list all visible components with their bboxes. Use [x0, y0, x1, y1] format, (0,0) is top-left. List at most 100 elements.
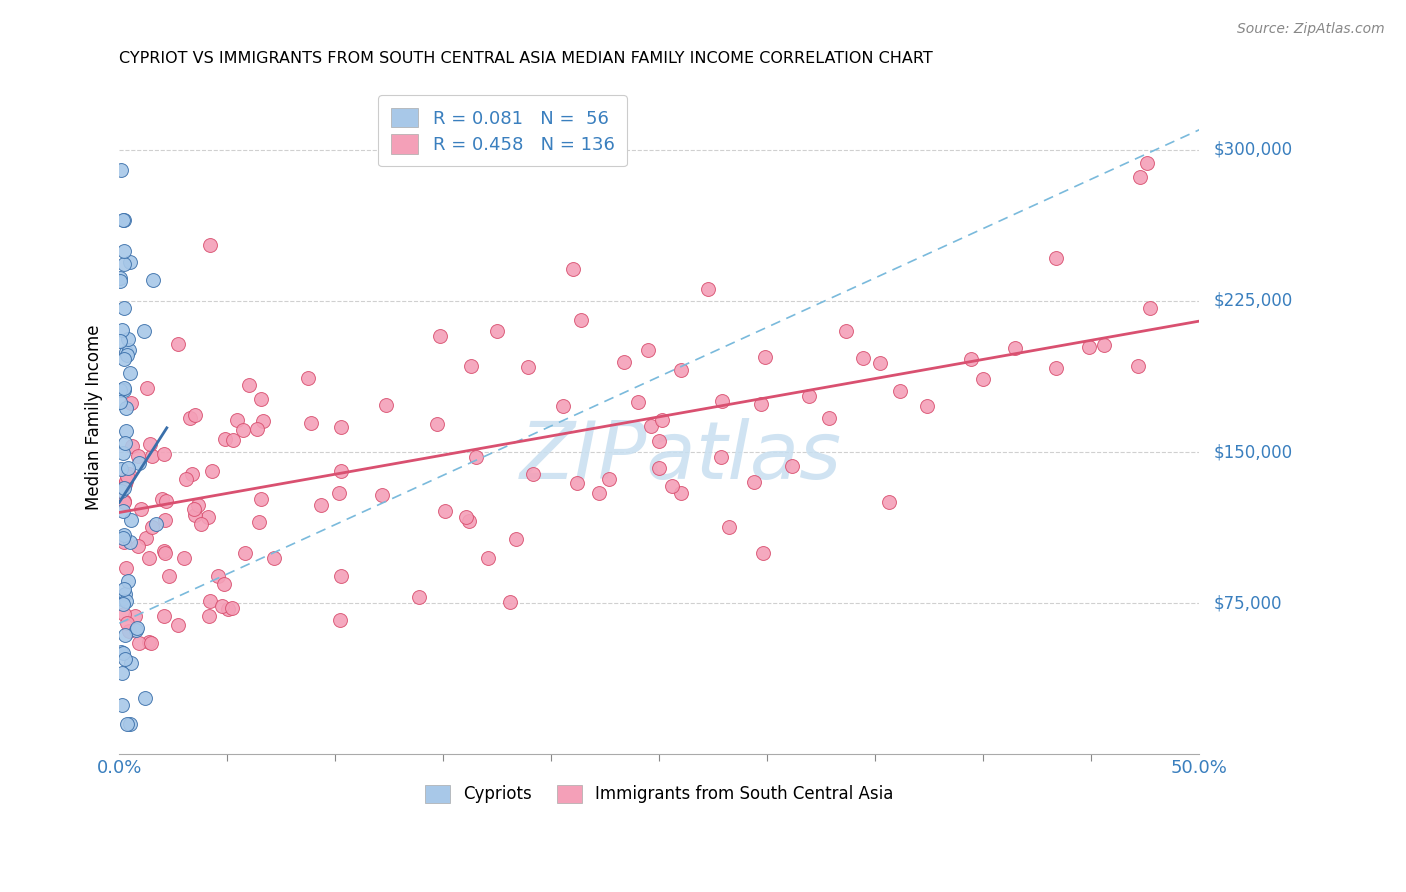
- Point: [263, 550, 285, 565]
- Point: [114, 651, 136, 665]
- Point: [114, 474, 136, 488]
- Point: [852, 351, 875, 366]
- Point: [120, 535, 142, 549]
- Point: [179, 411, 201, 425]
- Point: [114, 594, 136, 608]
- Point: [1045, 252, 1067, 266]
- Point: [112, 381, 135, 395]
- Point: [128, 636, 150, 650]
- Point: [110, 274, 132, 288]
- Point: [134, 324, 156, 338]
- Point: [408, 590, 430, 604]
- Point: [108, 271, 131, 285]
- Point: [640, 418, 662, 433]
- Point: [155, 546, 177, 560]
- Point: [110, 395, 132, 409]
- Point: [135, 381, 157, 395]
- Point: [477, 550, 499, 565]
- Point: [183, 501, 205, 516]
- Point: [167, 618, 190, 632]
- Point: [110, 462, 132, 476]
- Point: [117, 348, 139, 362]
- Point: [139, 437, 162, 451]
- Point: [651, 413, 673, 427]
- Point: [153, 608, 176, 623]
- Point: [1004, 341, 1026, 355]
- Point: [138, 635, 160, 649]
- Point: [1092, 338, 1115, 352]
- Point: [433, 504, 456, 518]
- Point: [114, 477, 136, 491]
- Point: [117, 717, 139, 731]
- Point: [112, 607, 135, 622]
- Point: [134, 690, 156, 705]
- Point: [118, 624, 141, 638]
- Point: [112, 495, 135, 509]
- Point: [311, 498, 333, 512]
- Point: [1135, 155, 1157, 169]
- Point: [114, 628, 136, 642]
- Point: [112, 301, 135, 315]
- Point: [426, 417, 449, 432]
- Point: [818, 411, 841, 425]
- Point: [754, 350, 776, 364]
- Point: [111, 531, 134, 545]
- Point: [669, 485, 692, 500]
- Point: [780, 458, 803, 473]
- Point: [1129, 169, 1152, 184]
- Point: [217, 601, 239, 615]
- Point: [889, 384, 911, 398]
- Point: [127, 539, 149, 553]
- Point: [117, 332, 139, 346]
- Point: [198, 608, 221, 623]
- Point: [799, 389, 821, 403]
- Point: [120, 396, 142, 410]
- Point: [117, 460, 139, 475]
- Point: [297, 371, 319, 385]
- Point: [648, 434, 671, 449]
- Point: [226, 413, 249, 427]
- Point: [330, 569, 353, 583]
- Point: [328, 485, 350, 500]
- Point: [186, 498, 208, 512]
- Point: [111, 592, 134, 607]
- Point: [184, 508, 207, 523]
- Point: [120, 366, 142, 380]
- Point: [588, 486, 610, 500]
- Point: [627, 395, 650, 409]
- Point: [112, 257, 135, 271]
- Point: [120, 513, 142, 527]
- Point: [112, 213, 135, 227]
- Point: [117, 574, 139, 589]
- Point: [167, 336, 190, 351]
- Point: [112, 527, 135, 541]
- Point: [110, 698, 132, 713]
- Point: [613, 355, 636, 369]
- Point: [214, 432, 236, 446]
- Point: [145, 516, 167, 531]
- Point: [561, 262, 583, 277]
- Point: [120, 656, 142, 670]
- Point: [197, 509, 219, 524]
- Point: [153, 513, 176, 527]
- Point: [111, 666, 134, 681]
- Point: [112, 494, 135, 508]
- Text: CYPRIOT VS IMMIGRANTS FROM SOUTH CENTRAL ASIA MEDIAN FAMILY INCOME CORRELATION C: CYPRIOT VS IMMIGRANTS FROM SOUTH CENTRAL…: [120, 51, 934, 66]
- Point: [522, 467, 544, 482]
- Point: [124, 623, 146, 637]
- Point: [125, 621, 148, 635]
- Point: [250, 392, 273, 406]
- Point: [207, 569, 229, 583]
- Point: [114, 436, 136, 450]
- Point: [221, 601, 243, 615]
- Point: [457, 514, 479, 528]
- Point: [111, 481, 134, 495]
- Point: [1045, 360, 1067, 375]
- Point: [121, 439, 143, 453]
- Point: [112, 481, 135, 495]
- Point: [959, 351, 981, 366]
- Point: [869, 356, 891, 370]
- Point: [112, 244, 135, 258]
- Point: [835, 324, 858, 338]
- Point: [183, 408, 205, 422]
